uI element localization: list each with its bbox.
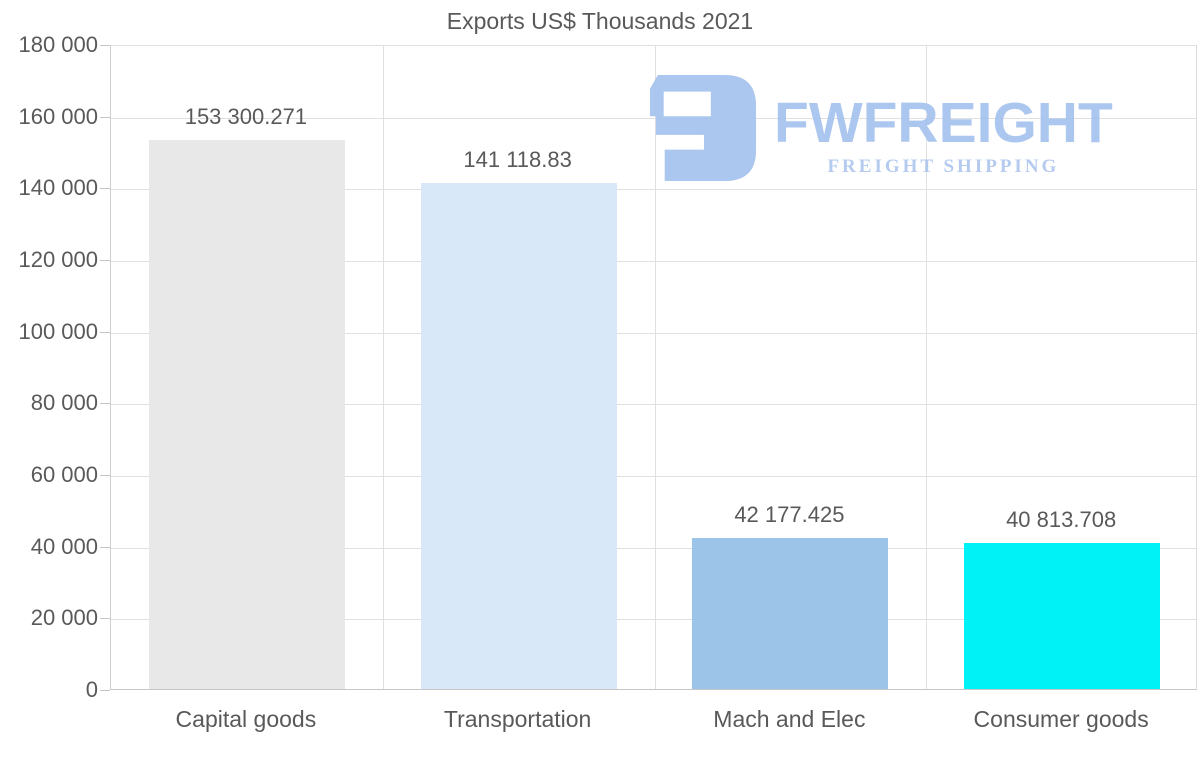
- bar-value-label: 40 813.708: [1006, 506, 1117, 532]
- h-gridline: [111, 117, 1196, 119]
- h-gridline: [111, 619, 1196, 621]
- y-tick-mark: [100, 45, 110, 46]
- y-tick-label: 180 000: [18, 32, 98, 57]
- v-gridline: [926, 46, 928, 689]
- h-gridline: [111, 332, 1196, 334]
- y-tick-label: 60 000: [30, 462, 98, 487]
- h-gridline: [111, 404, 1196, 406]
- y-tick-mark: [100, 690, 110, 691]
- y-tick-label: 0: [85, 677, 98, 702]
- x-category-label: Capital goods: [175, 706, 317, 732]
- y-tick-mark: [100, 260, 110, 261]
- bar-capital-goods: [148, 139, 345, 689]
- plot-area: [110, 45, 1197, 690]
- y-tick-mark: [100, 475, 110, 476]
- y-tick-label: 120 000: [18, 247, 98, 272]
- bar-value-label: 153 300.271: [184, 103, 308, 129]
- logo-tagline: FREIGHT SHIPPING: [827, 156, 1060, 177]
- watermark-logo: FWFREIGHT FREIGHT SHIPPING: [648, 73, 1113, 183]
- y-tick-label: 80 000: [30, 390, 98, 416]
- y-tick-label: 20 000: [30, 605, 98, 631]
- bar-mach-and-elec: [692, 537, 889, 689]
- y-tick-label: 100 000: [18, 318, 98, 344]
- y-tick-label: 140 000: [18, 175, 98, 201]
- y-tick-mark: [100, 116, 110, 118]
- y-tick-mark: [100, 331, 110, 333]
- h-gridline: [111, 547, 1196, 549]
- v-gridline: [654, 46, 656, 689]
- y-tick-mark: [100, 403, 110, 405]
- bar-value-label: 42 177.425: [734, 501, 845, 527]
- v-gridline: [382, 46, 384, 689]
- h-gridline: [111, 476, 1196, 477]
- x-category-label: Transportation: [443, 706, 592, 732]
- x-category-label: Consumer goods: [973, 706, 1149, 732]
- y-tick-label: 40 000: [30, 533, 98, 559]
- bar-consumer-goods: [964, 542, 1161, 689]
- logo-text-block: FWFREIGHT FREIGHT SHIPPING: [774, 73, 1113, 178]
- h-gridline: [111, 189, 1196, 191]
- y-tick-mark: [100, 188, 110, 190]
- y-tick-mark: [100, 546, 110, 548]
- bar-value-label: 141 118.83: [463, 147, 572, 173]
- y-tick-label: 160 000: [18, 103, 98, 129]
- x-category-label: Mach and Elec: [713, 706, 866, 732]
- y-tick-mark: [100, 618, 110, 620]
- logo-brand-name: FWFREIGHT: [774, 91, 1113, 155]
- freight-logo-icon: [649, 74, 757, 182]
- h-gridline: [111, 261, 1196, 262]
- bar-transportation: [420, 183, 617, 689]
- chart-title: Exports US$ Thousands 2021: [446, 8, 754, 34]
